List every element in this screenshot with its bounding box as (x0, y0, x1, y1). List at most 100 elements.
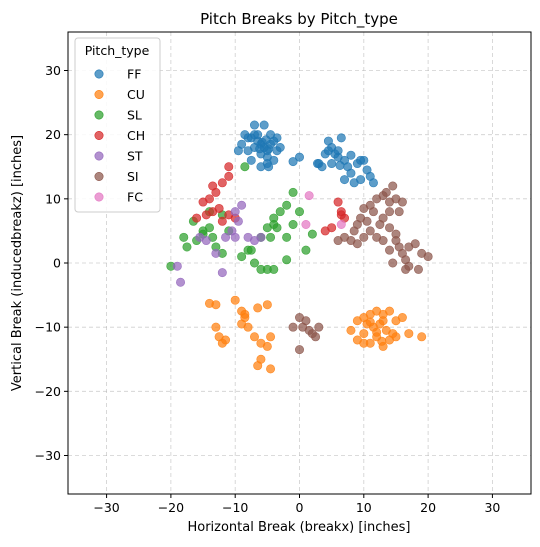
legend-marker-ff (95, 70, 103, 78)
x-tick-label: 10 (356, 500, 372, 515)
point-ff (260, 121, 268, 129)
point-sl (308, 230, 316, 238)
point-si (385, 224, 393, 232)
point-si (315, 323, 323, 331)
point-ff (327, 159, 335, 167)
point-ff (276, 143, 284, 151)
point-ff (356, 175, 364, 183)
point-ff (273, 134, 281, 142)
point-st (212, 249, 220, 257)
point-fc (337, 220, 345, 228)
x-tick-label: 0 (296, 500, 304, 515)
point-ff (254, 130, 262, 138)
point-sl (183, 243, 191, 251)
point-si (295, 345, 303, 353)
chart-title: Pitch Breaks by Pitch_type (200, 10, 398, 29)
point-st (234, 217, 242, 225)
point-sl (289, 188, 297, 196)
point-si (382, 188, 390, 196)
point-ff (234, 147, 242, 155)
point-sl (180, 233, 188, 241)
point-st (221, 233, 229, 241)
point-cu (372, 328, 380, 336)
point-si (411, 240, 419, 248)
y-tick-label: −30 (35, 448, 61, 463)
point-si (395, 207, 403, 215)
legend-label-cu: CU (127, 87, 145, 102)
y-tick-label: 0 (53, 256, 61, 271)
point-ch (208, 182, 216, 190)
point-si (424, 252, 432, 260)
point-si (366, 227, 374, 235)
point-ch (225, 172, 233, 180)
point-ff (336, 161, 344, 169)
point-sl (237, 252, 245, 260)
point-ff (264, 163, 272, 171)
point-sl (282, 201, 290, 209)
point-ff (255, 145, 263, 153)
point-cu (212, 323, 220, 331)
point-si (289, 323, 297, 331)
point-ff (334, 147, 342, 155)
legend: Pitch_type FF CU SL CH ST SI FC (75, 38, 160, 212)
point-cu (215, 333, 223, 341)
point-ch (218, 217, 226, 225)
y-axis-label: Vertical Break (inducedbreakz) [inches] (10, 135, 25, 391)
point-sl (295, 207, 303, 215)
point-sl (273, 224, 281, 232)
point-fc (305, 191, 313, 199)
legend-box (75, 38, 160, 212)
point-cu (212, 301, 220, 309)
x-tick-label: −10 (222, 500, 248, 515)
point-cu (385, 307, 393, 315)
point-cu (347, 326, 355, 334)
point-cu (254, 304, 262, 312)
point-st (250, 236, 258, 244)
point-si (363, 217, 371, 225)
point-ff (250, 121, 258, 129)
point-sl (241, 163, 249, 171)
x-tick-label: −20 (158, 500, 184, 515)
point-st (231, 207, 239, 215)
point-cu (360, 339, 368, 347)
point-sl (247, 246, 255, 254)
point-ch (337, 211, 345, 219)
y-tick-label: 30 (45, 63, 61, 78)
point-sl (270, 214, 278, 222)
point-si (401, 265, 409, 273)
point-ff (295, 153, 303, 161)
point-cu (263, 301, 271, 309)
legend-marker-fc (95, 193, 103, 201)
point-ff (247, 156, 255, 164)
point-sl (302, 246, 310, 254)
point-sl (282, 256, 290, 264)
point-cu (398, 313, 406, 321)
point-sl (289, 220, 297, 228)
point-sl (276, 207, 284, 215)
legend-label-ch: CH (127, 128, 145, 143)
legend-label-ff: FF (127, 67, 141, 82)
point-ff (264, 145, 272, 153)
point-sl (205, 224, 213, 232)
point-cu (266, 365, 274, 373)
point-ch (199, 198, 207, 206)
point-cu (241, 310, 249, 318)
point-cu (405, 329, 413, 337)
point-si (389, 182, 397, 190)
legend-label-st: ST (127, 149, 143, 164)
point-ch (334, 198, 342, 206)
point-cu (231, 296, 239, 304)
point-ch (202, 211, 210, 219)
point-ch (321, 227, 329, 235)
point-si (414, 265, 422, 273)
point-cu (254, 361, 262, 369)
point-sl (250, 259, 258, 267)
point-cu (417, 333, 425, 341)
point-cu (360, 329, 368, 337)
legend-marker-ch (95, 131, 103, 139)
x-tick-label: 20 (420, 500, 436, 515)
legend-marker-cu (95, 90, 103, 98)
point-sl (282, 233, 290, 241)
point-si (360, 233, 368, 241)
legend-label-sl: SL (127, 108, 142, 123)
